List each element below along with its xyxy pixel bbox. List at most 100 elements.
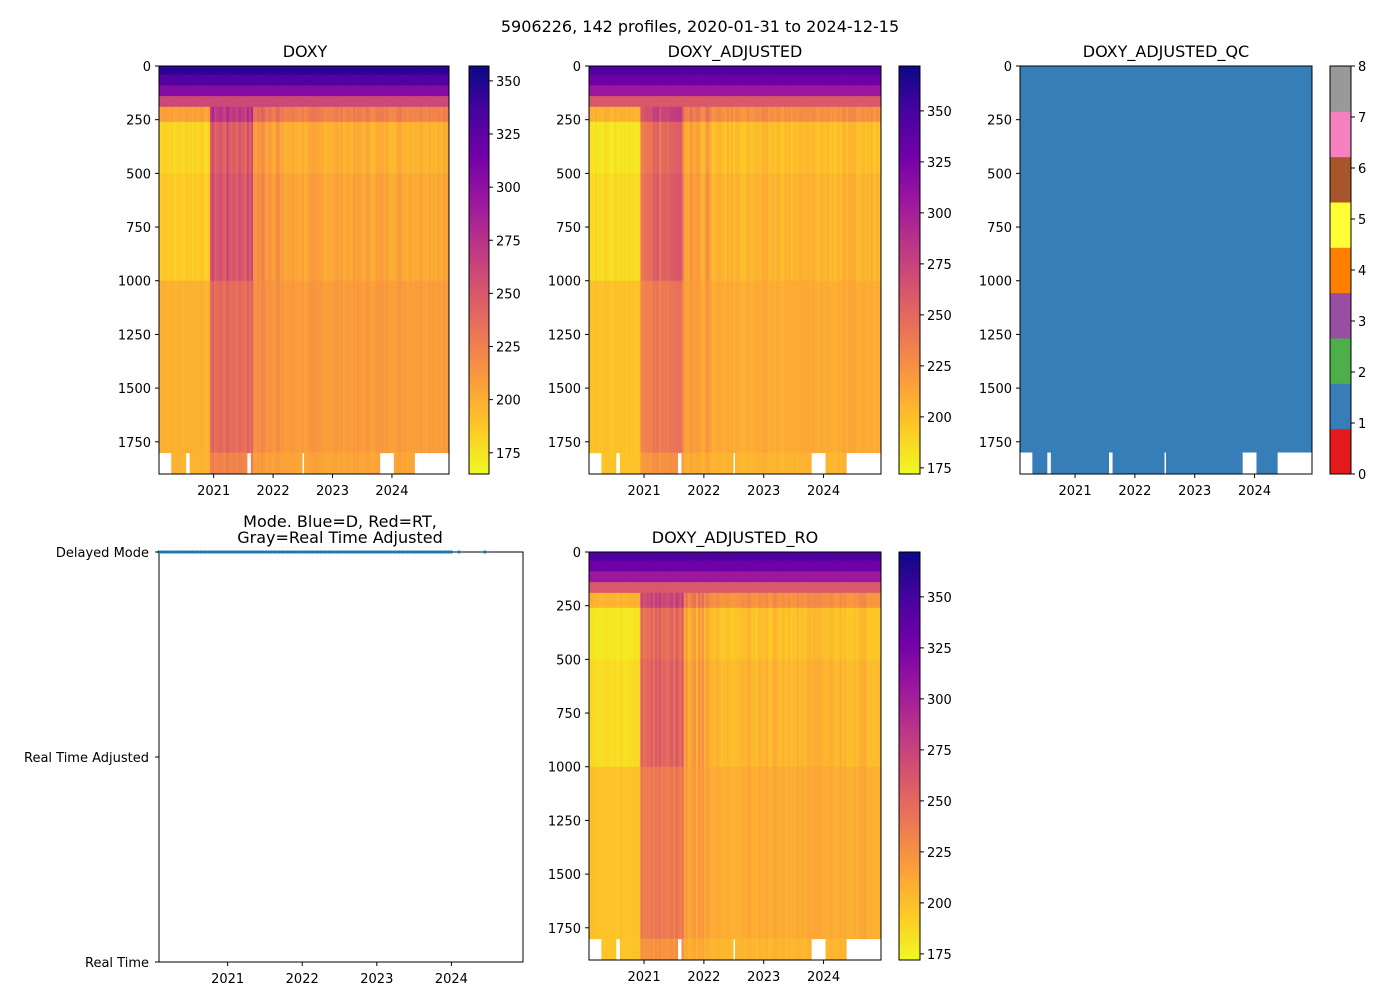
heatmap-cell <box>739 659 742 768</box>
heatmap-cell <box>269 96 272 108</box>
heatmap-cell <box>650 452 654 474</box>
heatmap-cell <box>835 592 839 609</box>
heatmap-cell <box>782 452 785 474</box>
heatmap-cell <box>652 938 656 960</box>
heatmap-cell <box>852 173 855 282</box>
heatmap-cell <box>359 85 362 97</box>
heatmap-cell <box>751 592 755 609</box>
heatmap-cell <box>870 552 874 562</box>
heatmap-cell <box>224 452 227 474</box>
heatmap-cell <box>248 85 252 97</box>
heatmap-cell <box>589 592 592 609</box>
heatmap-cell <box>695 560 699 572</box>
mode-point-delayed <box>379 550 383 554</box>
heatmap-cell <box>712 766 716 940</box>
heatmap-cell <box>695 74 699 86</box>
heatmap-cell <box>843 85 847 97</box>
heatmap-cell <box>656 66 660 76</box>
mode-point-delayed <box>267 550 271 554</box>
heatmap-cell <box>1285 66 1288 453</box>
heatmap-cell <box>426 66 430 76</box>
heatmap-cell <box>730 66 734 76</box>
heatmap-cell <box>1307 66 1311 453</box>
heatmap-cell <box>623 74 627 86</box>
heatmap-cell <box>839 96 843 108</box>
heatmap-cell <box>704 280 707 454</box>
heatmap-cell <box>283 452 287 474</box>
heatmap-cell <box>654 173 658 282</box>
heatmap-cell <box>615 592 619 609</box>
heatmap-cell <box>650 607 654 660</box>
heatmap-cell <box>201 106 205 123</box>
x-tick-label: 2023 <box>360 972 393 987</box>
heatmap-cell <box>675 106 679 123</box>
heatmap-cell <box>179 106 183 123</box>
heatmap-cell <box>833 96 837 108</box>
heatmap-cell <box>601 607 604 660</box>
heatmap-cell <box>406 96 409 108</box>
heatmap-cell <box>872 85 876 97</box>
heatmap-cell <box>615 659 619 768</box>
heatmap-cell <box>772 607 775 660</box>
heatmap-cell <box>1102 66 1105 474</box>
heatmap-cell <box>159 96 162 108</box>
heatmap-cell <box>776 938 779 960</box>
heatmap-cell <box>338 66 342 76</box>
heatmap-cell <box>267 121 270 174</box>
heatmap-cell <box>702 607 705 660</box>
heatmap-cell <box>846 571 849 583</box>
heatmap-cell <box>611 173 615 282</box>
heatmap-cell <box>743 571 746 583</box>
heatmap-cell <box>759 766 763 940</box>
heatmap-cell <box>310 173 313 282</box>
heatmap-cell <box>621 582 625 594</box>
heatmap-cell <box>220 452 223 474</box>
heatmap-cell <box>778 452 781 474</box>
heatmap-cell <box>763 280 767 454</box>
heatmap-cell <box>817 766 820 940</box>
heatmap-cell <box>385 74 389 86</box>
heatmap-cell <box>739 173 742 282</box>
heatmap-cell <box>650 560 654 572</box>
heatmap-cell <box>710 607 713 660</box>
heatmap-cell <box>634 560 637 572</box>
heatmap-cell <box>332 173 336 282</box>
heatmap-cell <box>310 96 313 108</box>
heatmap-cell <box>827 766 831 940</box>
heatmap-cell <box>393 173 397 282</box>
heatmap-cell <box>708 121 711 174</box>
heatmap-cell <box>702 582 705 594</box>
mode-point-delayed <box>253 550 258 554</box>
heatmap-cell <box>730 552 734 562</box>
heatmap-cell <box>706 560 709 572</box>
heatmap-cell <box>322 106 326 123</box>
heatmap-cell <box>638 173 642 282</box>
heatmap-cell <box>642 74 646 86</box>
heatmap-cell <box>681 280 685 454</box>
heatmap-cell <box>210 106 213 123</box>
heatmap-cell <box>800 571 804 583</box>
heatmap-cell <box>273 66 277 76</box>
heatmap-cell <box>173 74 176 86</box>
heatmap-cell <box>663 106 666 123</box>
heatmap-cell <box>432 85 436 97</box>
heatmap-cell <box>312 280 315 454</box>
heatmap-cell <box>197 74 201 86</box>
heatmap-cell <box>630 106 633 123</box>
heatmap-cell <box>774 121 777 174</box>
plot-frame <box>588 551 882 961</box>
heatmap-cell <box>720 552 724 562</box>
heatmap-cell <box>169 173 172 282</box>
heatmap-cell <box>595 85 598 97</box>
heatmap-cell <box>371 452 375 474</box>
heatmap-cell <box>774 938 777 960</box>
heatmap-cell <box>615 85 619 97</box>
heatmap-cell <box>652 96 656 108</box>
heatmap-cell <box>776 607 779 660</box>
heatmap-cell <box>780 96 783 108</box>
heatmap-cell <box>741 452 744 474</box>
heatmap-cell <box>355 66 358 76</box>
heatmap-cell <box>617 560 621 572</box>
heatmap-cell <box>191 66 195 76</box>
heatmap-cell <box>747 582 750 594</box>
